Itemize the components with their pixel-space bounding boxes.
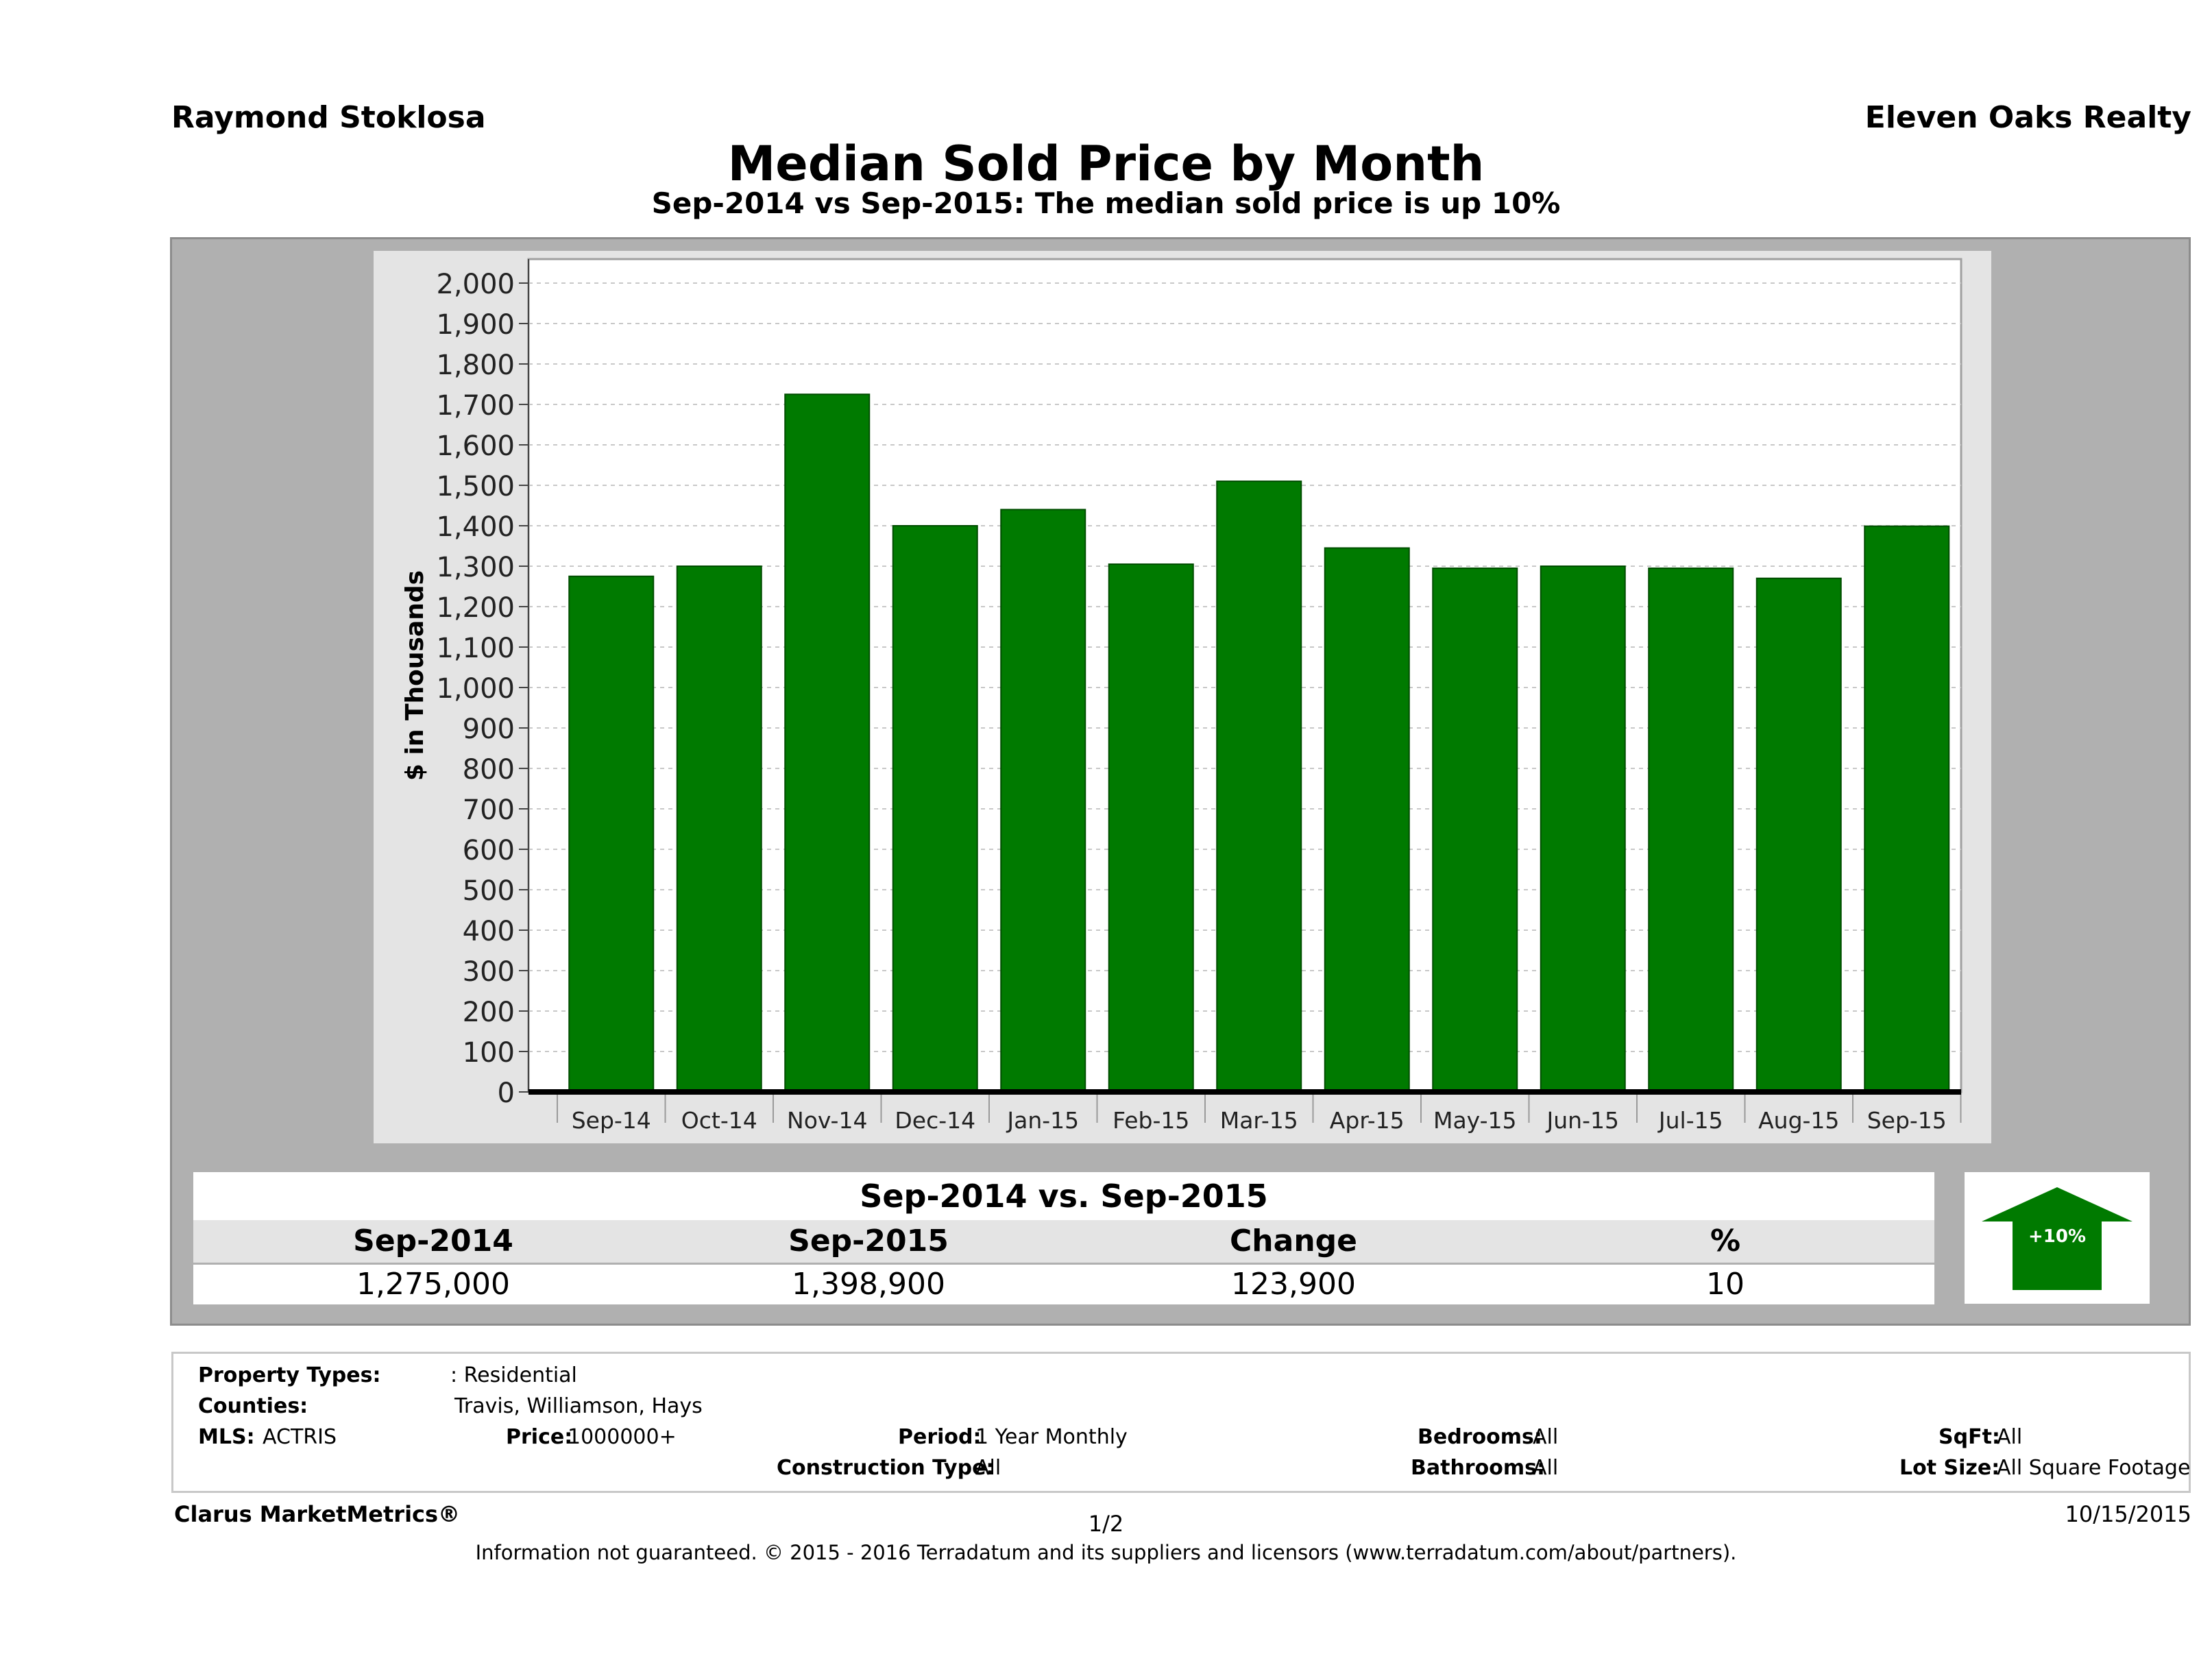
- construction-type-label: Construction Type:: [777, 1456, 995, 1480]
- bar-apr-15: [1324, 547, 1410, 1093]
- comparison-heading: Sep-2014 vs. Sep-2015: [193, 1172, 1934, 1220]
- y-tick-label: 2,000: [436, 269, 515, 300]
- bar-dec-14: [892, 525, 978, 1093]
- lot-size-value: All Square Footage: [1997, 1456, 2191, 1480]
- y-tick-label: 1,600: [436, 430, 515, 462]
- lot-size-label: Lot Size:: [1899, 1456, 2000, 1480]
- label-percent: %: [1710, 1224, 1741, 1258]
- bar-nov-14: [784, 393, 871, 1093]
- label-sep-2015: Sep-2015: [788, 1224, 949, 1258]
- x-tick-label: Jun-15: [1546, 1107, 1619, 1134]
- y-tick-label: 1,000: [436, 673, 515, 705]
- y-tick-label: 500: [463, 875, 515, 907]
- property-types-label: Property Types:: [198, 1363, 381, 1387]
- x-tick-label: Sep-15: [1867, 1107, 1947, 1134]
- x-tick-label: Jan-15: [1006, 1107, 1079, 1134]
- mls-value: ACTRIS: [263, 1425, 337, 1449]
- sqft-label: SqFt:: [1938, 1425, 2000, 1449]
- price-label: Price:: [506, 1425, 573, 1449]
- y-tick-label: 1,400: [436, 511, 515, 543]
- value-percent: 10: [1706, 1267, 1745, 1302]
- bedrooms-value: All: [1533, 1425, 1559, 1449]
- value-sep-2014: 1,275,000: [356, 1267, 510, 1302]
- sqft-value: All: [1997, 1425, 2023, 1449]
- mls-label: MLS:: [198, 1425, 255, 1449]
- construction-type-value: All: [975, 1456, 1001, 1480]
- period-value: 1 Year Monthly: [975, 1425, 1128, 1449]
- footer-disclaimer: Information not guaranteed. © 2015 - 201…: [475, 1541, 1737, 1564]
- y-tick-label: 300: [463, 956, 515, 988]
- bar-sep-15: [1864, 525, 1950, 1093]
- bathrooms-value: All: [1533, 1456, 1559, 1480]
- chart-subtitle: Sep-2014 vs Sep-2015: The median sold pr…: [651, 186, 1561, 220]
- x-tick-label: Aug-15: [1758, 1107, 1839, 1134]
- y-tick-label: 700: [463, 794, 515, 826]
- bar-feb-15: [1108, 563, 1194, 1093]
- chart-title: Median Sold Price by Month: [727, 136, 1485, 192]
- price-value: 1000000+: [568, 1425, 677, 1449]
- y-tick-label: 1,200: [436, 592, 515, 624]
- bar-oct-14: [676, 566, 762, 1093]
- bar-sep-14: [568, 575, 655, 1093]
- period-label: Period:: [898, 1425, 982, 1449]
- change-badge-label: +10%: [2028, 1226, 2086, 1247]
- up-arrow-shape: [1982, 1187, 2132, 1290]
- y-tick-label: 1,300: [436, 552, 515, 583]
- up-arrow-icon: +10%: [1982, 1187, 2132, 1290]
- bar-jun-15: [1540, 566, 1626, 1093]
- property-types-value: : Residential: [450, 1363, 577, 1387]
- footer-brand: Clarus MarketMetrics®: [174, 1501, 461, 1527]
- y-tick-label: 1,700: [436, 390, 515, 422]
- report-date: 10/15/2015: [2065, 1501, 2191, 1527]
- x-tick-label: Apr-15: [1330, 1107, 1405, 1134]
- x-tick-label: Dec-14: [895, 1107, 975, 1134]
- plot-area: 0 100 200 300 400 500 600 700 800 900 1,000 1,100 1,…: [374, 251, 1991, 1143]
- page-number: 1/2: [1088, 1511, 1124, 1537]
- company-name: Eleven Oaks Realty: [1864, 100, 2191, 135]
- y-tick-label: 800: [463, 754, 515, 786]
- y-tick-label: 100: [463, 1037, 515, 1069]
- y-axis-title: $ in Thousands: [401, 570, 429, 781]
- counties-label: Counties:: [198, 1394, 308, 1418]
- y-tick-label: 1,800: [436, 350, 515, 381]
- x-tick-label: Jul-15: [1657, 1107, 1723, 1134]
- bathrooms-label: Bathrooms:: [1411, 1456, 1545, 1480]
- y-tick-label: 400: [463, 916, 515, 947]
- change-indicator: +10%: [1965, 1172, 2150, 1304]
- y-tick-label: 600: [463, 835, 515, 866]
- filter-summary: Property Types: : Residential Counties: …: [171, 1352, 2191, 1493]
- bar-may-15: [1432, 567, 1518, 1093]
- agent-name: Raymond Stoklosa: [171, 100, 486, 135]
- bar-jul-15: [1648, 567, 1734, 1093]
- comparison-panel: Sep-2014 vs. Sep-2015 Sep-2014 Sep-2015 …: [193, 1172, 1934, 1306]
- bar-jan-15: [1000, 509, 1086, 1093]
- x-tick-label: Nov-14: [787, 1107, 867, 1134]
- y-tick-label: 1,900: [436, 309, 515, 341]
- y-tick-label: 0: [498, 1078, 515, 1109]
- x-tick-label: Sep-14: [572, 1107, 651, 1134]
- y-tick-label: 1,500: [436, 471, 515, 502]
- x-tick-label: May-15: [1433, 1107, 1517, 1134]
- comparison-labels-row: Sep-2014 Sep-2015 Change %: [193, 1220, 1934, 1263]
- bedrooms-label: Bedrooms:: [1418, 1425, 1542, 1449]
- bar-aug-15: [1755, 577, 1842, 1093]
- y-tick-label: 900: [463, 714, 515, 745]
- label-sep-2014: Sep-2014: [353, 1224, 513, 1258]
- label-change: Change: [1230, 1224, 1357, 1258]
- counties-value: Travis, Williamson, Hays: [454, 1394, 703, 1418]
- x-tick-label: Feb-15: [1113, 1107, 1189, 1134]
- bar-mar-15: [1216, 481, 1302, 1093]
- y-tick-label: 1,100: [436, 633, 515, 664]
- y-tick-label: 200: [463, 997, 515, 1028]
- comparison-values-row: 1,275,000 1,398,900 123,900 10: [193, 1265, 1934, 1304]
- bar-chart: 0 100 200 300 400 500 600 700 800 900 1,000 1,100 1,…: [401, 258, 1962, 1134]
- value-change: 123,900: [1231, 1267, 1356, 1302]
- x-tick-label: Oct-14: [681, 1107, 757, 1134]
- value-sep-2015: 1,398,900: [792, 1267, 945, 1302]
- x-tick-label: Mar-15: [1220, 1107, 1298, 1134]
